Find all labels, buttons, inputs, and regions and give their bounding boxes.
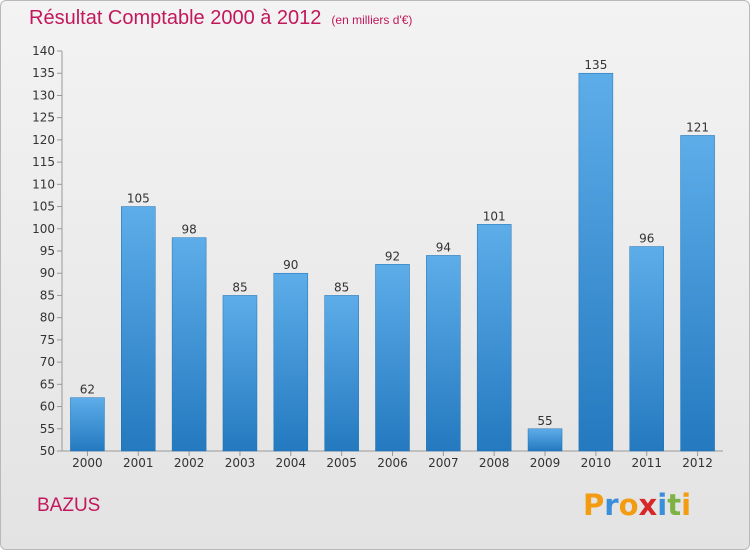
x-tick-label: 2006 (377, 456, 408, 470)
y-tick-label: 135 (32, 66, 55, 80)
bar (70, 397, 105, 452)
y-tick-label: 70 (40, 355, 55, 369)
x-tick-label: 2005 (326, 456, 357, 470)
x-tick-label: 2004 (276, 456, 307, 470)
y-tick-label: 80 (40, 311, 55, 325)
x-tick-label: 2002 (174, 456, 205, 470)
x-tick-label: 2009 (530, 456, 561, 470)
bar (527, 428, 563, 452)
x-tick-label: 2001 (123, 456, 154, 470)
y-tick-label: 65 (40, 377, 55, 391)
chart-bars: 62 105 98 85 90 85 92 94 101 55 135 96 121 (70, 58, 715, 452)
bar (324, 295, 359, 452)
logo-letter: i (681, 488, 692, 522)
y-tick-label: 90 (40, 266, 55, 280)
logo-letter: o (618, 488, 639, 522)
x-tick-label: 2008 (479, 456, 510, 470)
logo-letter: i (657, 488, 668, 522)
y-tick-label: 140 (32, 44, 55, 58)
bar (426, 255, 461, 452)
bar (222, 295, 258, 452)
y-tick-label: 125 (32, 111, 55, 125)
y-tick-label: 85 (40, 288, 55, 302)
bar-value-label: 55 (537, 414, 552, 428)
bar (680, 135, 715, 452)
bar-value-label: 90 (283, 258, 298, 272)
x-tick-label: 2007 (428, 456, 459, 470)
y-tick-label: 105 (32, 200, 55, 214)
chart-unit-label: (en milliers d'€) (331, 13, 413, 27)
bar (578, 72, 614, 452)
y-tick-label: 55 (40, 422, 55, 436)
y-tick-label: 100 (32, 222, 55, 236)
bar-value-label: 105 (127, 192, 150, 206)
x-tick-label: 2003 (225, 456, 256, 470)
bar-value-label: 98 (181, 223, 196, 237)
logo-letter: P (583, 488, 605, 522)
x-tick-label: 2010 (581, 456, 612, 470)
bar-value-label: 94 (436, 240, 451, 254)
bar (121, 206, 156, 452)
proxiti-logo: Proxiti (583, 488, 691, 522)
bar-value-label: 121 (686, 120, 709, 134)
bar (171, 237, 207, 452)
bar-value-label: 85 (334, 280, 349, 294)
bar (629, 246, 664, 452)
bar-value-label: 101 (483, 209, 506, 223)
logo-letter: x (638, 488, 658, 522)
x-tick-label: 2011 (631, 456, 662, 470)
y-tick-label: 120 (32, 133, 55, 147)
bar-value-label: 62 (80, 383, 95, 397)
bar (273, 272, 309, 452)
logo-letter: r (604, 488, 619, 522)
chart-title: Résultat Comptable 2000 à 2012 (en millie… (29, 7, 412, 30)
bar-value-label: 85 (232, 280, 247, 294)
y-tick-label: 95 (40, 244, 55, 258)
chart-title-text: Résultat Comptable 2000 à 2012 (29, 7, 322, 29)
y-tick-label: 50 (40, 444, 55, 458)
y-tick-label: 60 (40, 400, 55, 414)
bar (476, 224, 512, 452)
x-tick-label: 2000 (72, 456, 103, 470)
logo-letter: t (667, 488, 682, 522)
y-tick-label: 75 (40, 333, 55, 347)
bar-value-label: 135 (584, 58, 607, 72)
commune-name: BAZUS (37, 495, 101, 516)
y-tick-label: 110 (32, 177, 55, 191)
bar-value-label: 92 (385, 249, 400, 263)
x-tick-label: 2012 (682, 456, 713, 470)
bar (375, 264, 410, 452)
y-tick-label: 130 (32, 88, 55, 102)
bar-value-label: 96 (639, 232, 654, 246)
y-tick-label: 115 (32, 155, 55, 169)
